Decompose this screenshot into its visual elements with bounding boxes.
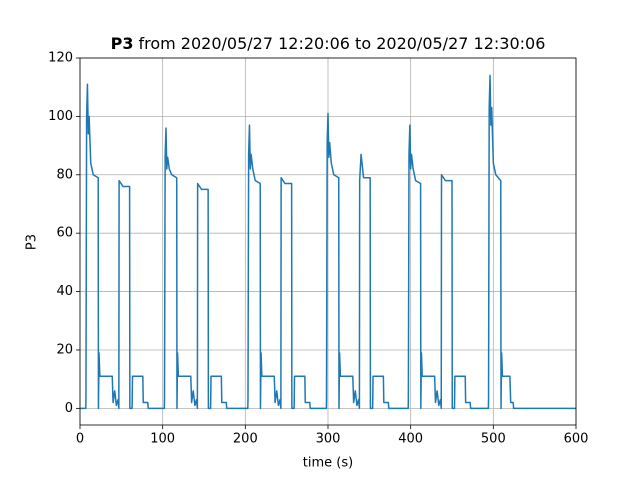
y-tick-label: 120 [48, 51, 73, 66]
y-tick-label: 40 [56, 284, 73, 299]
x-tick-label: 0 [76, 432, 84, 447]
y-tick-label: 0 [65, 401, 73, 416]
y-axis-label: P3 [25, 234, 40, 250]
y-tick-label: 100 [48, 109, 73, 124]
x-axis-label: time (s) [303, 456, 353, 471]
data-line [80, 74, 576, 410]
x-tick-label: 100 [150, 432, 175, 447]
y-tick-label: 20 [56, 342, 73, 357]
title-rest: from 2020/05/27 12:20:06 to 2020/05/27 1… [138, 34, 545, 53]
plot-frame [79, 57, 577, 426]
y-tick-label: 80 [56, 167, 73, 182]
x-tick-label: 600 [564, 432, 589, 447]
x-tick-label: 300 [316, 432, 341, 447]
x-tick-label: 500 [481, 432, 506, 447]
y-tick-label: 60 [56, 226, 73, 241]
x-tick-label: 400 [398, 432, 423, 447]
chart-title: P3 from 2020/05/27 12:20:06 to 2020/05/27… [111, 34, 546, 53]
x-tick-label: 200 [233, 432, 258, 447]
title-bold: P3 [111, 34, 134, 53]
